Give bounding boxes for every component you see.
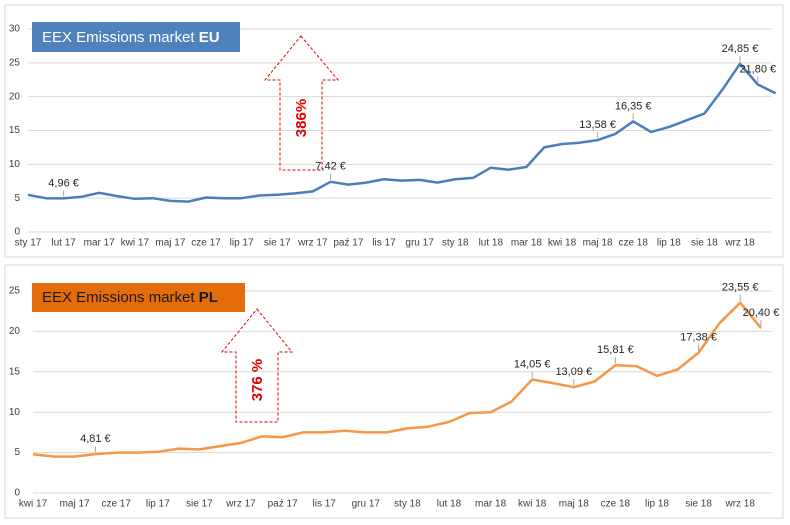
x-tick-label: lip 17 xyxy=(230,238,254,249)
x-tick-label: cze 18 xyxy=(618,238,648,249)
value-label: 20,40 € xyxy=(743,307,780,319)
x-tick-label: lip 18 xyxy=(645,499,669,510)
growth-label: 386% xyxy=(293,99,310,137)
x-tick-label: mar 18 xyxy=(511,238,543,249)
value-label: 4,96 € xyxy=(48,177,79,189)
y-tick-label: 25 xyxy=(9,57,21,68)
y-tick-label: 5 xyxy=(14,447,20,458)
growth-label: 376 % xyxy=(249,359,266,402)
x-tick-label: cze 17 xyxy=(101,499,131,510)
x-tick-label: lut 18 xyxy=(437,499,462,510)
x-tick-label: cze 17 xyxy=(191,238,221,249)
y-tick-label: 10 xyxy=(9,407,21,418)
x-tick-label: gru 17 xyxy=(352,499,381,510)
y-tick-label: 30 xyxy=(9,24,21,35)
x-tick-label: sie 18 xyxy=(691,238,718,249)
growth-arrow xyxy=(263,35,340,171)
value-label: 4,81 € xyxy=(80,433,111,445)
x-tick-label: kwi 18 xyxy=(548,238,577,249)
x-tick-label: gru 17 xyxy=(405,238,434,249)
x-tick-label: kwi 18 xyxy=(518,499,547,510)
title-text: EEX Emissions market xyxy=(42,29,195,46)
y-tick-label: 5 xyxy=(14,193,20,204)
x-tick-label: kwi 17 xyxy=(121,238,150,249)
x-tick-label: sty 17 xyxy=(15,238,42,249)
chart-title: EEX Emissions market EU xyxy=(42,29,220,46)
value-label: 14,05 € xyxy=(514,358,551,370)
x-tick-label: wrz 18 xyxy=(724,499,755,510)
data-line xyxy=(32,301,762,458)
title-text: EEX Emissions market xyxy=(42,289,195,306)
title-bold: EU xyxy=(199,29,220,46)
value-label: 7,42 € xyxy=(315,161,346,173)
x-tick-label: lut 18 xyxy=(479,238,504,249)
value-label: 24,85 € xyxy=(722,43,759,55)
x-tick-label: mar 17 xyxy=(84,238,116,249)
x-tick-label: wrz 17 xyxy=(297,238,328,249)
y-tick-label: 10 xyxy=(9,159,21,170)
value-label: 15,81 € xyxy=(597,344,634,356)
y-tick-label: 15 xyxy=(9,125,21,136)
x-tick-label: sie 18 xyxy=(685,499,712,510)
x-tick-label: maj 17 xyxy=(155,238,185,249)
x-tick-label: kwi 17 xyxy=(19,499,48,510)
y-tick-label: 0 xyxy=(14,227,20,238)
value-label: 16,35 € xyxy=(615,100,652,112)
x-tick-label: lis 17 xyxy=(313,499,337,510)
value-label: 13,09 € xyxy=(555,366,592,378)
title-box xyxy=(32,283,245,312)
x-tick-label: maj 17 xyxy=(60,499,90,510)
growth-arrow xyxy=(220,308,294,423)
x-tick-label: lip 17 xyxy=(146,499,170,510)
y-tick-label: 20 xyxy=(9,91,21,102)
y-tick-label: 0 xyxy=(14,488,20,499)
x-tick-label: lip 18 xyxy=(657,238,681,249)
x-tick-label: lis 17 xyxy=(372,238,396,249)
x-tick-label: wrz 17 xyxy=(225,499,256,510)
x-tick-label: paź 17 xyxy=(268,499,298,510)
value-label: 21,80 € xyxy=(739,63,776,75)
y-tick-label: 20 xyxy=(9,326,21,337)
value-label: 13,58 € xyxy=(579,119,616,131)
x-tick-label: wrz 18 xyxy=(724,238,755,249)
x-tick-label: sie 17 xyxy=(264,238,291,249)
x-tick-label: sie 17 xyxy=(186,499,213,510)
x-tick-label: maj 18 xyxy=(559,499,589,510)
x-tick-label: sty 18 xyxy=(394,499,421,510)
x-tick-label: mar 18 xyxy=(475,499,507,510)
x-tick-label: sty 18 xyxy=(442,238,469,249)
chart-title: EEX Emissions market PL xyxy=(42,289,218,306)
title-box xyxy=(32,22,240,52)
value-label: 17,38 € xyxy=(680,331,717,343)
x-tick-label: cze 18 xyxy=(601,499,631,510)
x-tick-label: lut 17 xyxy=(51,238,76,249)
data-line xyxy=(27,62,777,203)
y-tick-label: 15 xyxy=(9,366,21,377)
value-label: 23,55 € xyxy=(722,282,759,294)
y-tick-label: 25 xyxy=(9,286,21,297)
x-tick-label: paź 17 xyxy=(333,238,363,249)
x-tick-label: maj 18 xyxy=(583,238,613,249)
title-bold: PL xyxy=(199,289,218,306)
